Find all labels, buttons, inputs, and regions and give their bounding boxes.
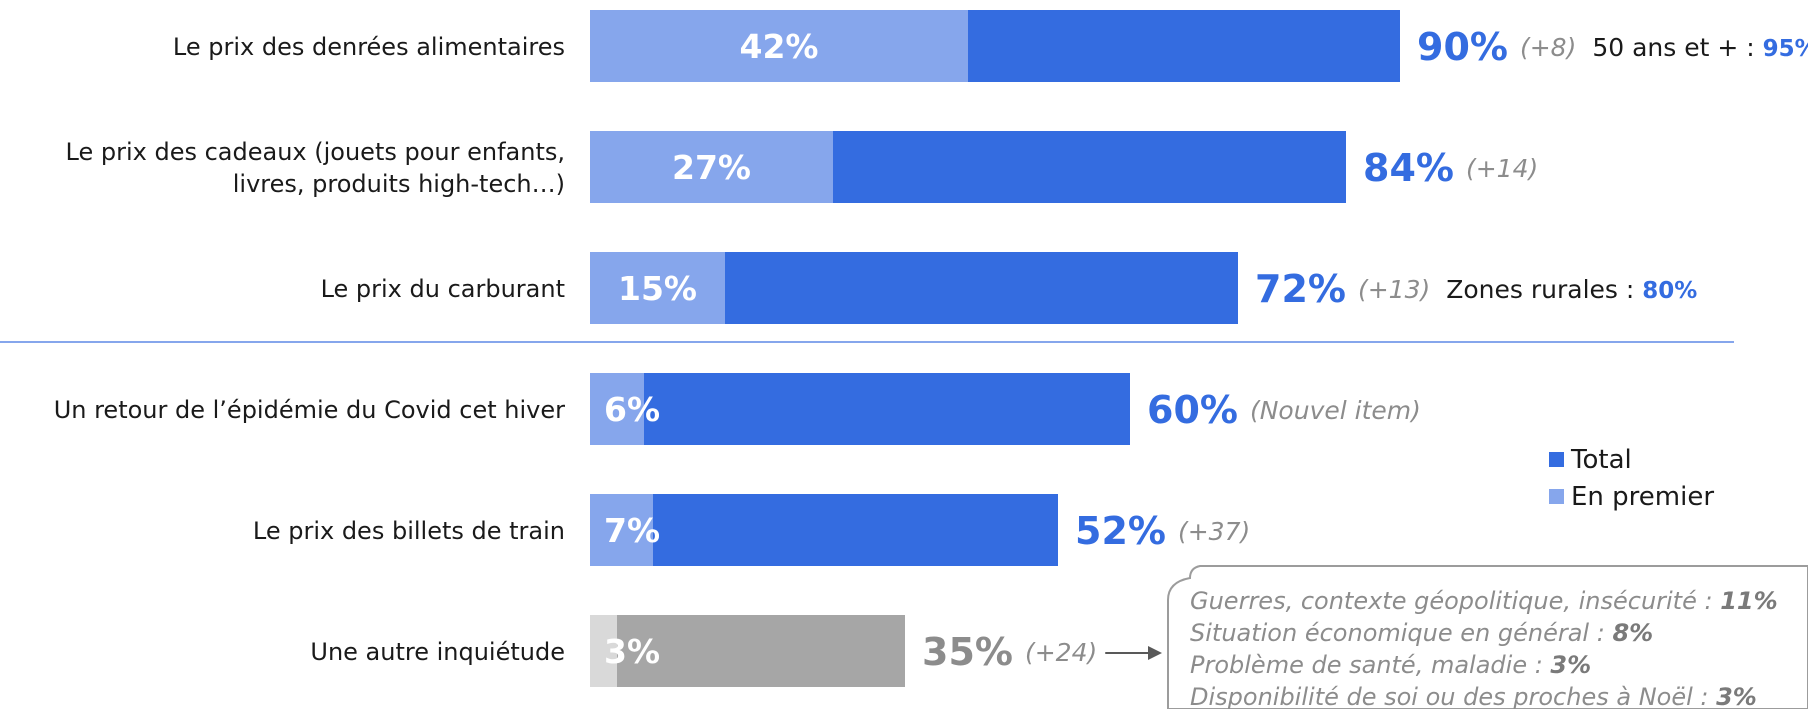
arrow-head-icon (1148, 646, 1162, 660)
first-value-label: 42% (740, 27, 819, 66)
segment-highlight: 50 ans et + : 95% (1592, 33, 1808, 62)
bar-first (590, 373, 644, 445)
annotation-line: Guerres, contexte géopolitique, insécuri… (1190, 587, 1778, 615)
category-label: livres, produits high-tech…) (233, 170, 565, 198)
total-value-label: 90% (1417, 25, 1508, 69)
legend-label: Total (1570, 445, 1632, 475)
category-label: Le prix des cadeaux (jouets pour enfants… (66, 138, 565, 166)
first-value-label: 6% (604, 390, 660, 429)
bar-first (590, 252, 725, 324)
legend-label: En premier (1571, 482, 1714, 512)
delta-label: (+24) (1025, 638, 1097, 667)
bar-total (590, 373, 1130, 445)
category-label: Le prix des billets de train (253, 517, 565, 545)
delta-label: (+37) (1178, 517, 1250, 546)
annotation-line: Situation économique en général : 8% (1190, 619, 1653, 647)
first-value-label: 27% (672, 148, 751, 187)
total-value-label: 72% (1255, 267, 1346, 311)
delta-label: (Nouvel item) (1250, 396, 1421, 425)
bar-first (590, 615, 617, 687)
delta-label: (+8) (1520, 33, 1576, 62)
annotation-line: Disponibilité de soi ou des proches à No… (1190, 683, 1757, 709)
bar-first (590, 10, 968, 82)
delta-label: (+14) (1466, 154, 1538, 183)
bar-total (590, 615, 905, 687)
first-value-label: 3% (604, 632, 660, 671)
category-label: Le prix des denrées alimentaires (173, 33, 565, 61)
segment-highlight: Zones rurales : 80% (1446, 275, 1697, 304)
total-value-label: 52% (1075, 509, 1166, 553)
annotation-line: Problème de santé, maladie : 3% (1190, 651, 1591, 679)
category-label: Une autre inquiétude (310, 638, 565, 666)
legend-swatch (1549, 452, 1564, 467)
total-value-label: 35% (922, 630, 1013, 674)
delta-label: (+13) (1358, 275, 1430, 304)
legend-swatch (1549, 489, 1564, 504)
first-value-label: 7% (604, 511, 660, 550)
first-value-label: 15% (618, 269, 697, 308)
total-value-label: 84% (1363, 146, 1454, 190)
category-label: Le prix du carburant (321, 275, 565, 303)
category-label: Un retour de l’épidémie du Covid cet hiv… (54, 396, 565, 424)
total-value-label: 60% (1147, 388, 1238, 432)
bar-first (590, 131, 833, 203)
bar-first (590, 494, 653, 566)
bar-total (590, 494, 1058, 566)
annotation-box (1167, 565, 1808, 709)
